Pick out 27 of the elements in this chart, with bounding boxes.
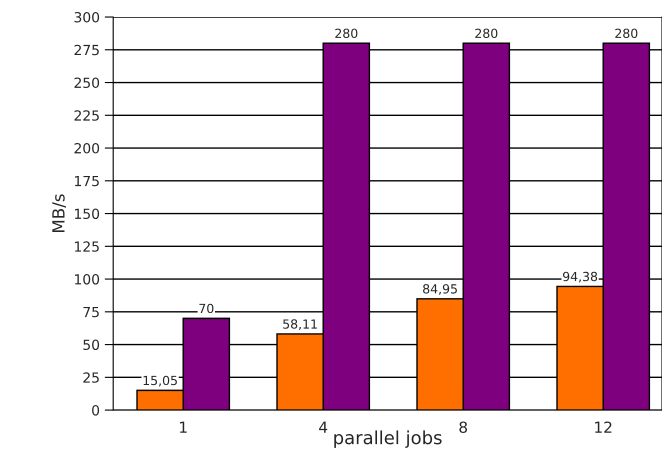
y-tick-label: 200 <box>74 143 100 154</box>
x-axis-title: parallel jobs <box>334 430 442 448</box>
y-tick-label: 300 <box>74 12 100 22</box>
y-tick-label: 75 <box>83 306 99 318</box>
y-tick-label: 250 <box>74 78 100 88</box>
x-tick-label: 4 <box>319 422 328 433</box>
data-label: 15,05 <box>144 376 177 386</box>
y-tick-label: 225 <box>74 110 99 121</box>
y-tick-label: 275 <box>74 44 99 56</box>
y-tick-label: 125 <box>75 241 99 252</box>
x-tick-label: 8 <box>459 421 468 434</box>
data-label: 280 <box>335 28 358 38</box>
y-tick-label: 0 <box>92 405 100 416</box>
data-label: 84,95 <box>423 284 457 295</box>
y-tick-label: 175 <box>75 176 99 186</box>
x-tick-label: 1 <box>180 422 187 433</box>
x-tick-label: 12 <box>595 421 612 433</box>
data-label: 58,11 <box>283 319 317 330</box>
y-tick-label: 25 <box>83 372 99 383</box>
data-label: 280 <box>615 28 638 38</box>
data-label: 280 <box>475 28 498 38</box>
y-tick-label: 50 <box>83 340 100 350</box>
y-tick-label: 150 <box>75 208 100 220</box>
data-label: 94,38 <box>562 272 598 283</box>
data-label: 70 <box>199 304 214 314</box>
y-tick-label: 100 <box>75 274 100 285</box>
y-axis-title: MB/s <box>52 194 66 232</box>
